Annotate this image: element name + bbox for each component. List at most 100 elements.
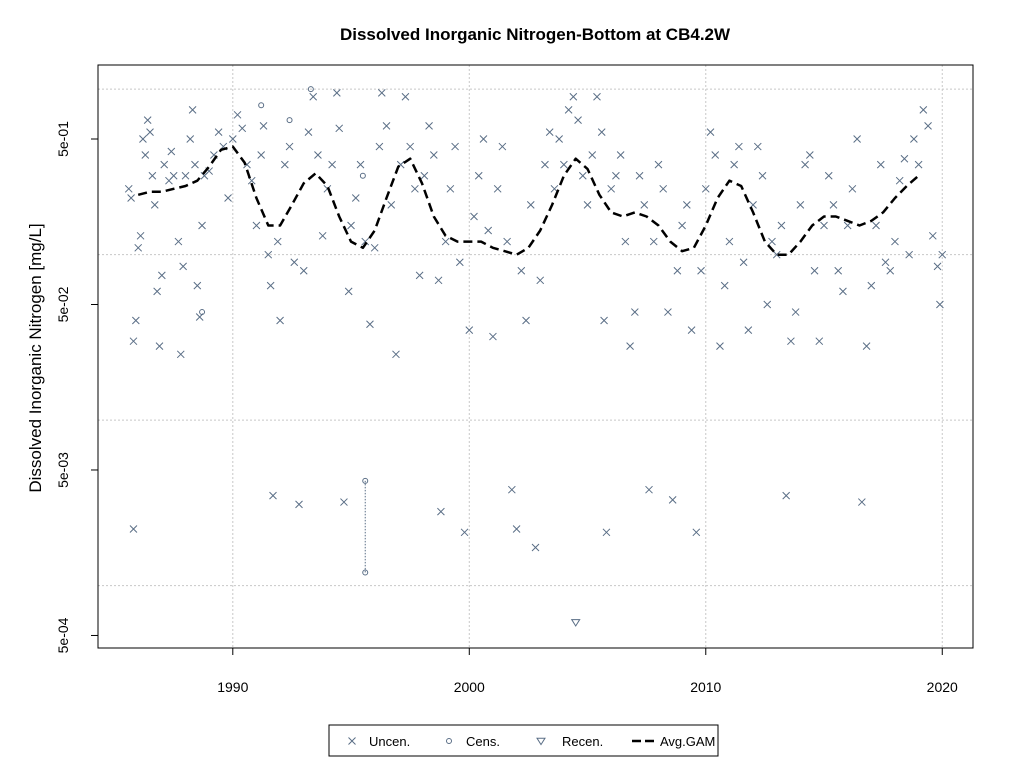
uncensored-point xyxy=(420,171,429,180)
uncensored-point xyxy=(630,308,639,316)
uncensored-point xyxy=(347,221,355,230)
uncensored-point xyxy=(616,151,625,159)
uncensored-point xyxy=(730,160,739,169)
uncensored-point xyxy=(711,151,720,159)
x-axis: 1990 2000 2010 2020 xyxy=(217,647,958,695)
uncensored-point xyxy=(824,171,833,180)
uncensored-point xyxy=(692,528,701,537)
uncensored-point xyxy=(382,122,391,130)
uncensored-point xyxy=(257,151,266,159)
uncensored-point xyxy=(153,287,161,296)
uncensored-point xyxy=(541,160,549,169)
uncensored-point xyxy=(318,231,327,240)
uncensored-point xyxy=(415,271,424,280)
censored-point xyxy=(286,117,293,124)
uncensored-point xyxy=(259,122,268,130)
uncensored-point xyxy=(139,135,147,143)
y-tick-label: 5e-03 xyxy=(55,452,71,488)
uncensored-point xyxy=(503,237,511,246)
uncensored-point xyxy=(536,276,545,285)
censored-point xyxy=(258,102,265,109)
uncensored-point xyxy=(266,281,275,290)
uncensored-point xyxy=(886,266,895,275)
uncensored-point xyxy=(640,201,649,209)
x-tick-label: 2020 xyxy=(927,679,958,695)
legend: Uncen. Cens. Recen. Avg.GAM xyxy=(328,724,719,757)
uncensored-point xyxy=(136,231,145,240)
uncensored-point xyxy=(588,151,597,159)
y-axis-label: Dissolved Inorganic Nitrogen [mg/L] xyxy=(26,223,45,492)
uncensored-point xyxy=(451,142,459,151)
uncensored-point xyxy=(697,266,705,275)
uncensored-point xyxy=(621,237,630,246)
uncensored-point xyxy=(252,221,261,230)
uncensored-point xyxy=(853,135,861,143)
uncensored-point xyxy=(768,237,776,246)
uncensored-point xyxy=(758,171,767,180)
uncensored-point xyxy=(169,171,178,180)
legend-uncen-label: Uncen. xyxy=(369,734,410,749)
uncensored-point xyxy=(425,122,433,130)
censored-point xyxy=(307,86,314,93)
uncensored-point xyxy=(555,135,564,143)
y-tick-label: 5e-02 xyxy=(55,286,71,322)
uncensored-point xyxy=(791,308,800,316)
uncensored-point xyxy=(146,128,154,137)
legend-recen-label: Recen. xyxy=(562,734,603,749)
uncensored-point xyxy=(276,316,284,325)
uncensored-point xyxy=(351,194,360,202)
uncensored-point xyxy=(801,160,809,169)
uncensored-point xyxy=(649,237,658,246)
x-tick-label: 2010 xyxy=(690,679,721,695)
uncensored-point xyxy=(214,128,223,137)
uncensored-point xyxy=(597,128,606,137)
uncensored-point xyxy=(938,250,947,259)
uncensored-point xyxy=(479,135,488,143)
uncensored-point xyxy=(564,106,573,114)
uncensored-point xyxy=(174,237,183,246)
uncensored-point xyxy=(626,342,634,351)
y-tick-label: 5e-04 xyxy=(55,617,71,653)
data-points xyxy=(124,86,947,627)
uncensored-point xyxy=(820,221,828,230)
uncensored-point xyxy=(512,525,521,533)
uncensored-point xyxy=(309,92,318,101)
uncensored-point xyxy=(167,147,176,156)
uncensored-point xyxy=(607,184,616,193)
uncensored-point xyxy=(460,528,469,537)
uncensored-point xyxy=(678,221,686,230)
uncensored-point xyxy=(635,171,644,180)
uncensored-point xyxy=(129,337,138,346)
legend-cens-symbol xyxy=(446,738,452,744)
uncensored-point xyxy=(411,184,419,193)
uncensored-point xyxy=(659,184,668,193)
uncensored-point xyxy=(129,525,138,533)
uncensored-point xyxy=(810,266,819,275)
uncensored-point xyxy=(867,281,876,290)
uncensored-point xyxy=(392,350,400,359)
legend-uncen-symbol xyxy=(348,737,356,745)
uncensored-point xyxy=(148,171,157,180)
uncensored-point xyxy=(848,184,857,193)
uncensored-point xyxy=(593,92,601,101)
uncensored-point xyxy=(739,258,748,267)
uncensored-point xyxy=(545,128,554,137)
uncensored-point xyxy=(578,171,587,180)
uncensored-point xyxy=(881,258,890,267)
uncensored-point xyxy=(857,498,866,506)
uncensored-point xyxy=(465,326,474,334)
uncensored-point xyxy=(763,300,772,309)
recensored-point xyxy=(570,619,581,627)
x-tick-label: 1990 xyxy=(217,679,248,695)
uncensored-point xyxy=(198,221,206,230)
uncensored-point xyxy=(387,201,396,209)
uncensored-point xyxy=(127,194,135,202)
uncensored-point xyxy=(269,491,277,500)
uncensored-point xyxy=(224,194,232,202)
uncensored-point xyxy=(526,201,535,209)
uncensored-point xyxy=(228,135,237,143)
chart-title: Dissolved Inorganic Nitrogen-Bottom at C… xyxy=(340,25,731,44)
uncensored-point xyxy=(645,485,653,494)
uncensored-point xyxy=(706,128,715,137)
